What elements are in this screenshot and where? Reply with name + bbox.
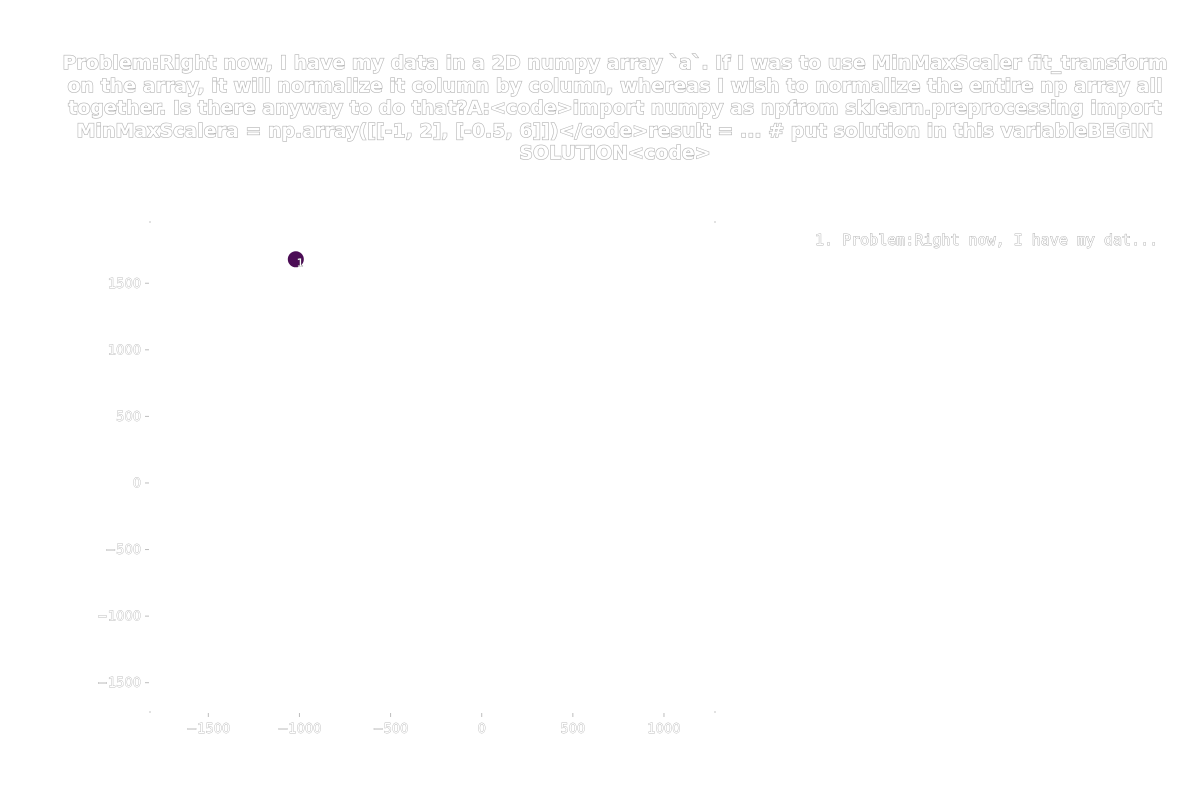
axis-corner-mark	[149, 221, 151, 223]
axis-frame	[149, 221, 716, 713]
scatter-point	[287, 251, 304, 268]
x-tick-label: 500	[560, 722, 585, 737]
y-tick-label: 1500	[108, 277, 141, 292]
y-tick-label: −500	[105, 543, 141, 558]
y-tick-label: 500	[116, 410, 141, 425]
x-tick-label: −1000	[277, 722, 321, 737]
point-label: 1	[297, 256, 304, 269]
y-axis: −1500 −1000 −500 0 500 1000 1500	[97, 276, 149, 692]
x-tick-label: 1000	[647, 722, 680, 737]
y-tick-label: 0	[133, 476, 141, 491]
x-tick-label: −500	[373, 722, 409, 737]
axis-corner-mark	[149, 711, 151, 713]
chart-title: Problem:Right now, I have my data in a 2…	[62, 51, 1168, 164]
data-points: 1	[287, 251, 304, 270]
axis-corner-mark	[714, 711, 716, 713]
legend-entry-label: 1. Problem:Right now, I have my dat...	[815, 231, 1159, 249]
y-tick-label: 1000	[108, 343, 141, 358]
y-tick-label: −1000	[97, 610, 141, 625]
x-axis: −1500 −1000 −500 0 500 1000	[186, 713, 681, 737]
axis-corner-mark	[714, 221, 716, 223]
x-tick-label: 0	[478, 722, 486, 737]
y-tick-label: −1500	[97, 676, 141, 691]
x-tick-label: −1500	[186, 722, 230, 737]
